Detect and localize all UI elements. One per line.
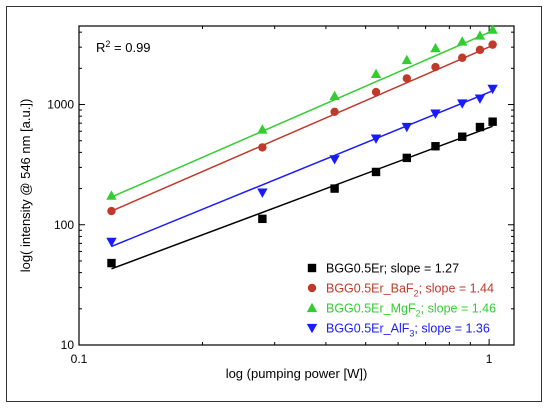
r-squared-annotation: R2 = 0.99 [96,39,151,55]
data-point-series-4 [457,99,468,109]
figure-border [6,6,542,402]
data-point-series-1 [371,167,381,177]
y-tick-label: 100 [54,218,74,232]
fit-line-1 [111,125,493,270]
y-tick-label: 1000 [47,98,74,112]
data-point-series-4 [401,122,413,133]
data-point-series-2 [431,62,440,72]
data-point-series-3 [257,124,268,134]
data-point-series-1 [330,184,339,193]
data-point-series-1 [458,132,467,141]
fit-line-2 [111,44,493,212]
x-tick-label: 1 [486,352,493,366]
data-point-series-1 [431,142,440,151]
data-point-series-3 [370,68,382,79]
data-point-series-3 [487,24,498,34]
data-point-series-4 [430,109,441,119]
data-point-series-3 [457,36,468,46]
data-point-series-1 [107,258,116,268]
data-point-series-4 [257,188,268,198]
legend-marker-3 [306,302,318,313]
data-point-series-3 [430,42,441,53]
data-point-series-2 [488,40,497,49]
data-point-series-1 [402,153,412,163]
legend-label-1: BGG0.5Er; slope = 1.27 [326,262,459,276]
legend-marker-2 [307,283,317,293]
x-tick-label: 0.1 [71,352,88,366]
data-point-series-2 [371,87,381,97]
legend-marker-4 [306,323,318,334]
fit-line-4 [111,90,493,248]
y-tick-label: 10 [61,338,75,352]
data-point-series-3 [329,90,340,101]
data-point-series-1 [488,117,497,126]
legend-label-2: BGG0.5Er_BaF2; slope = 1.44 [326,282,494,299]
data-point-series-3 [106,190,117,200]
data-point-series-3 [474,30,486,40]
data-point-series-1 [258,214,267,224]
plot-area-frame [78,25,515,346]
legend-marker-1 [307,263,317,273]
legend-label-3: BGG0.5Er_MgF2; slope = 1.46 [326,302,496,319]
x-axis-label: log (pumping power [W]) [226,366,368,381]
data-point-series-4 [474,94,486,104]
data-point-series-2 [402,74,412,83]
data-point-series-1 [475,122,485,132]
data-point-series-4 [106,237,117,248]
data-point-series-3 [401,54,413,65]
data-point-series-4 [329,155,340,165]
data-point-series-4 [487,84,498,95]
data-point-series-2 [458,53,467,62]
data-point-series-2 [475,45,485,55]
data-point-series-2 [258,143,267,152]
data-point-series-2 [107,206,116,216]
y-axis-label: log( intensity @ 546 nm [a.u.]) [18,99,33,273]
data-point-series-2 [330,107,339,117]
legend-label-4: BGG0.5Er_AlF3; slope = 1.36 [326,322,490,339]
data-point-series-4 [370,134,382,144]
fit-line-3 [111,30,493,198]
